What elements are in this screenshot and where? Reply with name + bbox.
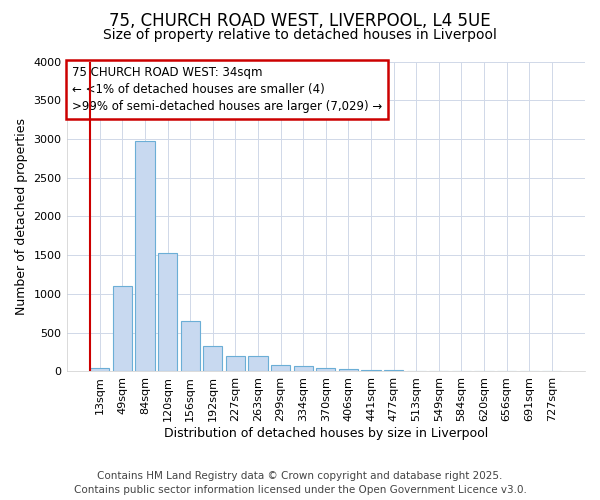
Bar [113,286,132,372]
Bar [361,370,380,372]
Y-axis label: Number of detached properties: Number of detached properties [15,118,28,315]
Bar [271,365,290,372]
Bar [203,346,223,372]
Text: 75, CHURCH ROAD WEST, LIVERPOOL, L4 5UE: 75, CHURCH ROAD WEST, LIVERPOOL, L4 5UE [109,12,491,30]
Bar [136,142,155,372]
Bar [293,366,313,372]
Bar [384,370,403,372]
Bar [248,356,268,372]
Bar [158,253,177,372]
Bar [339,369,358,372]
Bar [316,368,335,372]
Text: 75 CHURCH ROAD WEST: 34sqm
← <1% of detached houses are smaller (4)
>99% of semi: 75 CHURCH ROAD WEST: 34sqm ← <1% of deta… [72,66,382,113]
Text: Size of property relative to detached houses in Liverpool: Size of property relative to detached ho… [103,28,497,42]
Bar [181,321,200,372]
Bar [226,356,245,372]
Bar [90,368,109,372]
X-axis label: Distribution of detached houses by size in Liverpool: Distribution of detached houses by size … [164,427,488,440]
Text: Contains HM Land Registry data © Crown copyright and database right 2025.
Contai: Contains HM Land Registry data © Crown c… [74,471,526,495]
